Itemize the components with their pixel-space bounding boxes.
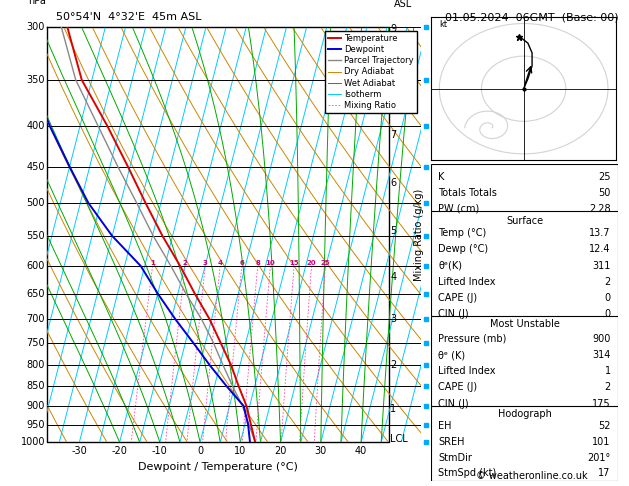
Text: 900: 900 [593,334,611,344]
Legend: Temperature, Dewpoint, Parcel Trajectory, Dry Adiabat, Wet Adiabat, Isotherm, Mi: Temperature, Dewpoint, Parcel Trajectory… [325,31,417,113]
Text: 350: 350 [26,75,45,85]
Text: 9: 9 [391,24,396,34]
Text: CAPE (J): CAPE (J) [438,382,477,392]
Text: 1000: 1000 [21,437,45,447]
Text: Mixing Ratio (g/kg): Mixing Ratio (g/kg) [415,189,425,280]
Text: 8: 8 [391,79,396,89]
Text: 201°: 201° [587,452,611,463]
Text: 7: 7 [391,130,397,139]
Text: θᵉ (K): θᵉ (K) [438,350,465,360]
Text: 700: 700 [26,314,45,324]
Text: 750: 750 [26,338,45,348]
Text: 2: 2 [391,360,397,370]
Text: SREH: SREH [438,437,465,447]
Text: 550: 550 [26,231,45,241]
Text: 900: 900 [27,401,45,411]
Text: 25: 25 [321,260,330,266]
Text: 450: 450 [26,162,45,172]
Text: 13.7: 13.7 [589,228,611,238]
Text: 10: 10 [265,260,276,266]
Text: -30: -30 [72,447,87,456]
Text: 2: 2 [604,277,611,287]
Text: Hodograph: Hodograph [498,409,552,419]
Text: 0: 0 [197,447,203,456]
Text: 600: 600 [27,261,45,271]
Text: StmSpd (kt): StmSpd (kt) [438,469,497,478]
Text: 0: 0 [604,293,611,303]
Text: kt: kt [439,20,447,29]
Text: LCL: LCL [391,434,408,444]
Text: -20: -20 [112,447,128,456]
Text: 6: 6 [240,260,244,266]
Text: Lifted Index: Lifted Index [438,366,496,376]
Text: 650: 650 [26,289,45,298]
Text: EH: EH [438,421,452,431]
Text: 5: 5 [391,226,397,236]
Text: 850: 850 [26,381,45,391]
Text: Pressure (mb): Pressure (mb) [438,334,507,344]
Text: 8: 8 [255,260,260,266]
Text: Lifted Index: Lifted Index [438,277,496,287]
Text: 6: 6 [391,178,396,188]
Text: 400: 400 [27,121,45,131]
Text: 50°54'N  4°32'E  45m ASL: 50°54'N 4°32'E 45m ASL [56,12,202,22]
Text: 52: 52 [598,421,611,431]
Text: © weatheronline.co.uk: © weatheronline.co.uk [476,471,587,481]
Text: 950: 950 [26,419,45,430]
Text: 20: 20 [307,260,316,266]
Text: 01.05.2024  06GMT  (Base: 00): 01.05.2024 06GMT (Base: 00) [445,12,618,22]
Text: 30: 30 [314,447,327,456]
Text: 20: 20 [274,447,287,456]
Text: 2: 2 [604,382,611,392]
Text: -10: -10 [152,447,168,456]
Text: 314: 314 [593,350,611,360]
Text: Totals Totals: Totals Totals [438,188,498,198]
Text: K: K [438,173,445,182]
Text: 0: 0 [604,309,611,319]
Text: 25: 25 [598,173,611,182]
Text: 3: 3 [391,314,396,324]
Text: CIN (J): CIN (J) [438,309,469,319]
Text: Dewp (°C): Dewp (°C) [438,244,489,254]
Text: 101: 101 [593,437,611,447]
Text: 500: 500 [26,198,45,208]
Text: 800: 800 [27,360,45,370]
Text: 17: 17 [598,469,611,478]
Text: 1: 1 [604,366,611,376]
Text: Most Unstable: Most Unstable [489,319,560,330]
Text: 15: 15 [289,260,299,266]
Text: 2: 2 [183,260,187,266]
Text: PW (cm): PW (cm) [438,204,480,214]
Text: Dewpoint / Temperature (°C): Dewpoint / Temperature (°C) [138,462,298,471]
Text: 175: 175 [592,399,611,409]
Text: 1: 1 [150,260,155,266]
Text: 3: 3 [203,260,208,266]
Text: StmDir: StmDir [438,452,472,463]
Text: 2.28: 2.28 [589,204,611,214]
Text: 10: 10 [234,447,247,456]
Text: Surface: Surface [506,216,543,226]
Text: hPa: hPa [28,0,46,6]
Text: CIN (J): CIN (J) [438,399,469,409]
Text: km
ASL: km ASL [394,0,413,9]
Text: 1: 1 [391,404,396,414]
Text: Temp (°C): Temp (°C) [438,228,487,238]
Text: 12.4: 12.4 [589,244,611,254]
Text: θᵉ(K): θᵉ(K) [438,260,462,271]
Text: 4: 4 [218,260,223,266]
Text: 4: 4 [391,272,396,282]
Text: 311: 311 [593,260,611,271]
Text: 50: 50 [598,188,611,198]
Text: 40: 40 [355,447,367,456]
Text: CAPE (J): CAPE (J) [438,293,477,303]
Text: 300: 300 [27,22,45,32]
